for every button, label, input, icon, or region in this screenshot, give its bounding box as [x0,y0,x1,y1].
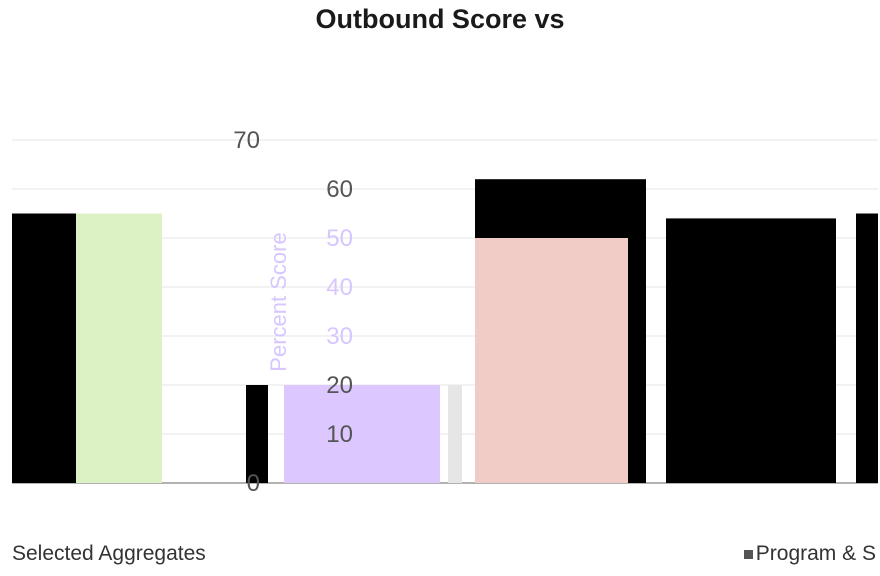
bar-layer [12,179,878,483]
bar-1 [76,213,162,483]
y-tick-label-50: 50 [326,225,353,252]
legend-item-program: Program & S [743,542,876,566]
bar-7 [666,218,836,483]
legend-label-program: Program & S [755,542,876,565]
y-tick-label-40: 40 [326,274,353,301]
y-tick-label-20: 20 [326,372,353,399]
legend-swatch-program [743,549,753,559]
y-tick-label-70: 70 [233,127,260,154]
y-tick-label-60: 60 [326,176,353,203]
bar-6 [475,238,628,483]
y-axis-label: Percent Score [266,232,291,371]
y-tick-label-30: 30 [326,323,353,350]
bar-0 [12,213,76,483]
bar-3 [284,385,440,483]
bar-2 [246,385,268,483]
bar-4 [448,385,462,483]
legend-label-selected-aggregates: Selected Aggregates [12,542,206,565]
y-tick-label-0: 0 [247,470,260,497]
chart-title: Outbound Score vs [315,4,565,34]
legend-item-selected-aggregates: Selected Aggregates [12,542,206,566]
y-tick-layer: 0 10 20 30 40 50 60 70 [233,127,353,497]
bar-8 [856,213,878,483]
y-tick-label-10: 10 [326,421,353,448]
